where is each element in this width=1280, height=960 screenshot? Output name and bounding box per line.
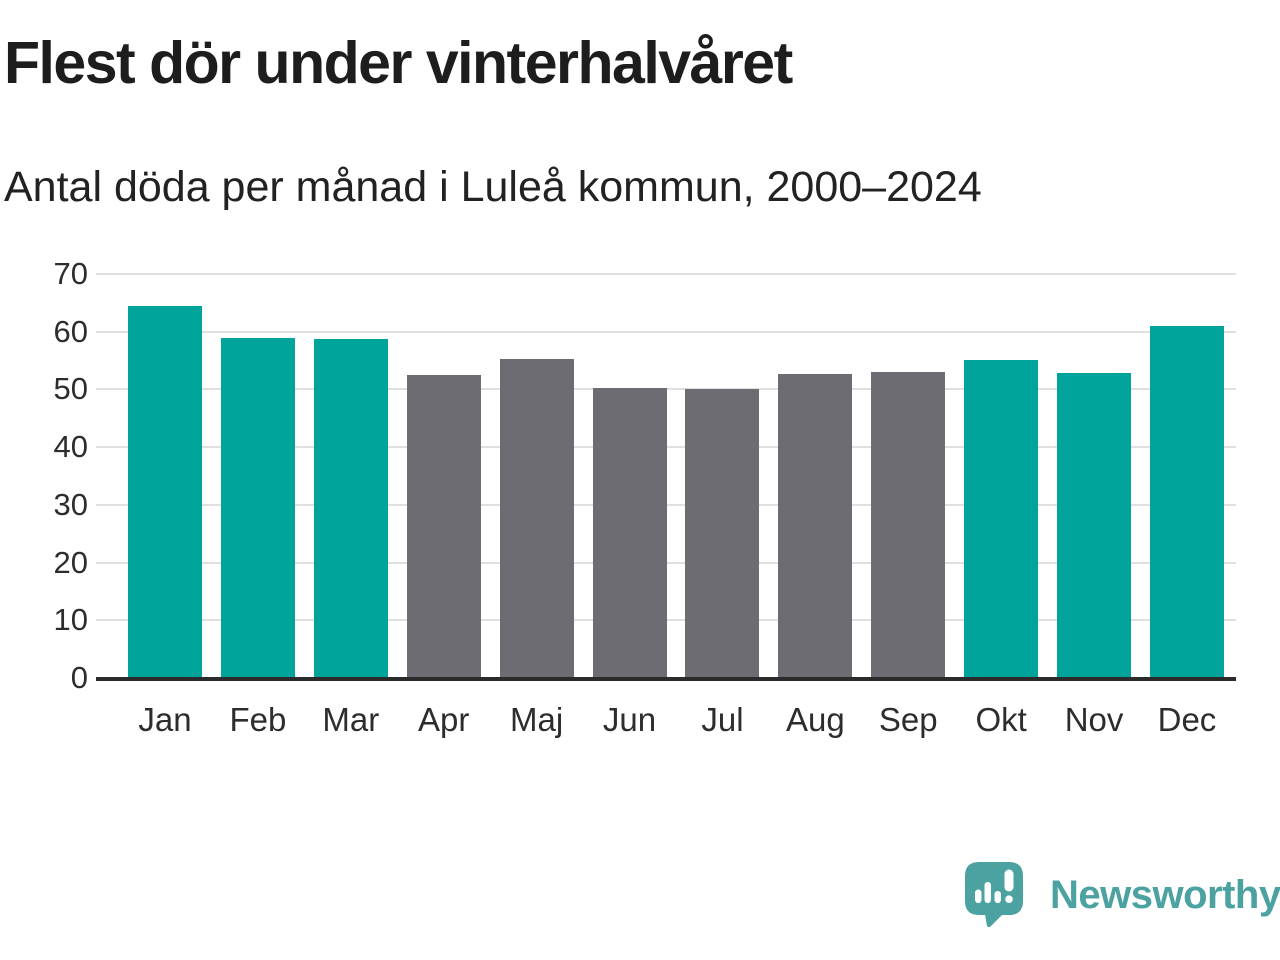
plot-area (96, 273, 1236, 681)
x-tick-label-maj: Maj (510, 701, 564, 738)
x-tick-label-jul: Jul (701, 701, 744, 738)
x-axis-line (96, 677, 1236, 681)
chart-title: Flest dör under vinterhalvåret (4, 30, 793, 96)
y-tick-label-60: 60 (53, 313, 88, 349)
logo-bar-1 (975, 889, 982, 903)
logo-exclamation-dot (1005, 895, 1013, 903)
y-axis-labels: 0 10 20 30 40 50 60 70 (0, 257, 88, 695)
y-tick-label-30: 30 (53, 486, 88, 522)
bar-mar (313, 339, 388, 678)
logo-bar-3 (994, 891, 1001, 903)
chart-subtitle: Antal döda per månad i Luleå kommun, 200… (4, 163, 982, 211)
logo-exclamation-bar (1004, 869, 1014, 892)
x-tick-label-okt: Okt (975, 701, 1027, 738)
bar-jan (128, 305, 202, 678)
gridline-60 (96, 330, 1236, 333)
x-tick-label-aug: Aug (785, 701, 845, 738)
branding: Newsworthy (964, 861, 1280, 929)
x-tick-label-nov: Nov (1064, 701, 1124, 738)
x-tick-label-mar: Mar (322, 701, 380, 738)
bar-okt (964, 360, 1039, 678)
x-tick-label-dec: Dec (1157, 701, 1217, 738)
bar-series (96, 274, 1236, 678)
bar-nov (1057, 373, 1132, 678)
x-tick-label-jun: Jun (602, 701, 657, 738)
x-tick-label-apr: Apr (418, 701, 470, 738)
x-tick-label-feb: Feb (229, 701, 287, 738)
bar-sep (871, 372, 946, 678)
bar-apr (406, 375, 481, 678)
bar-jul (685, 389, 760, 678)
bar-feb (220, 337, 295, 678)
y-tick-label-10: 10 (53, 602, 88, 638)
y-tick-label-0: 0 (70, 660, 88, 695)
y-tick-label-50: 50 (53, 371, 88, 407)
newsworthy-logo-icon (965, 862, 1023, 928)
bar-aug (778, 374, 853, 678)
bar-dec (1149, 325, 1224, 678)
y-tick-label-70: 70 (53, 256, 88, 291)
bar-jun (592, 387, 667, 678)
y-tick-label-40: 40 (53, 429, 88, 465)
x-tick-label-sep: Sep (878, 701, 938, 738)
logo-bar-2 (984, 882, 991, 903)
bar-maj (499, 358, 574, 678)
y-tick-label-20: 20 (53, 544, 88, 580)
x-axis-labels: Jan Feb Mar Apr Maj Jun Jul Aug Sep Okt Nov Dec (96, 698, 1236, 742)
gridline-70 (96, 273, 1236, 275)
brand-name: Newsworthy (1050, 873, 1280, 917)
x-tick-label-jan: Jan (138, 701, 192, 738)
